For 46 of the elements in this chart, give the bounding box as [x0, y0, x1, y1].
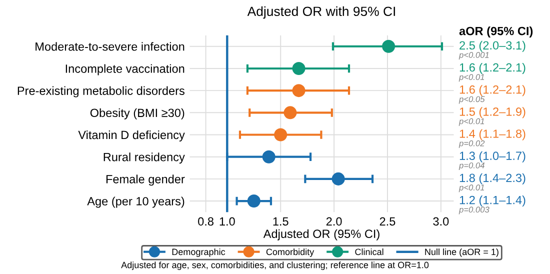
text: p<0.05	[458, 96, 485, 104]
text: 1.4 (1.1–1.8)	[460, 129, 526, 140]
point	[247, 194, 260, 208]
text: p=0.04	[458, 162, 484, 170]
y-tick-label: Pre-existing metabolic disorders	[18, 86, 184, 98]
text: p<0.01	[458, 74, 484, 82]
x-axis-title: Adjusted OR (95% CI)	[263, 229, 380, 240]
x-tick-label: 1.5	[273, 217, 288, 226]
text: 1.3 (1.0–1.7)	[460, 151, 526, 162]
text: p<0.001	[458, 52, 489, 60]
text: 1.8 (1.4–2.3)	[460, 173, 526, 184]
point	[382, 40, 396, 53]
x-tick-label: 3.0	[433, 217, 449, 226]
y-tick-label: Rural residency	[104, 152, 185, 164]
x-tick-label: 2.5	[380, 217, 396, 226]
legend-label: Null line (aOR = 1)	[425, 248, 498, 257]
x-tick-label: 2.0	[326, 217, 342, 226]
text: 1.6 (1.2–2.1)	[460, 85, 526, 96]
text: 1.6 (1.2–2.1)	[460, 62, 526, 74]
text: 1.2 (1.1–1.4)	[460, 196, 526, 207]
text: p=0.02	[458, 140, 485, 148]
y-tick-label: Female gender	[106, 174, 185, 186]
point	[332, 172, 345, 186]
text: 1.5 (1.2–1.9)	[460, 107, 526, 118]
y-tick-label: Age (per 10 years)	[87, 196, 184, 208]
text: 2.5 (2.0–3.1)	[460, 40, 526, 52]
text: p<0.01	[458, 118, 484, 126]
point	[292, 62, 306, 75]
y-tick-label: Vitamin D deficiency	[78, 130, 185, 142]
point	[262, 150, 276, 164]
text: p<0.01	[458, 184, 484, 192]
x-tick-label: 1.0	[220, 217, 235, 226]
point	[274, 128, 288, 142]
y-tick-label: Incomplete vaccination	[66, 64, 184, 76]
text: aOR (95% CI)	[459, 26, 533, 38]
y-tick-label: Moderate-to-severe infection	[36, 42, 184, 51]
legend-label: Clinical	[355, 248, 384, 256]
legend-label: Comorbidity	[266, 248, 314, 257]
legend-label: Demographic	[172, 248, 226, 257]
chart-title: Adjusted OR with 95% CI	[247, 6, 395, 19]
text: Adjusted for age, sex, comorbidities, and clustering; reference line at OR=1.0	[121, 262, 429, 270]
y-tick-label: Obesity (BMI ≥30)	[90, 108, 184, 120]
point	[292, 84, 306, 98]
point	[284, 106, 297, 120]
text: p=0.003	[458, 206, 490, 214]
x-tick-label: 0.8	[198, 217, 214, 226]
